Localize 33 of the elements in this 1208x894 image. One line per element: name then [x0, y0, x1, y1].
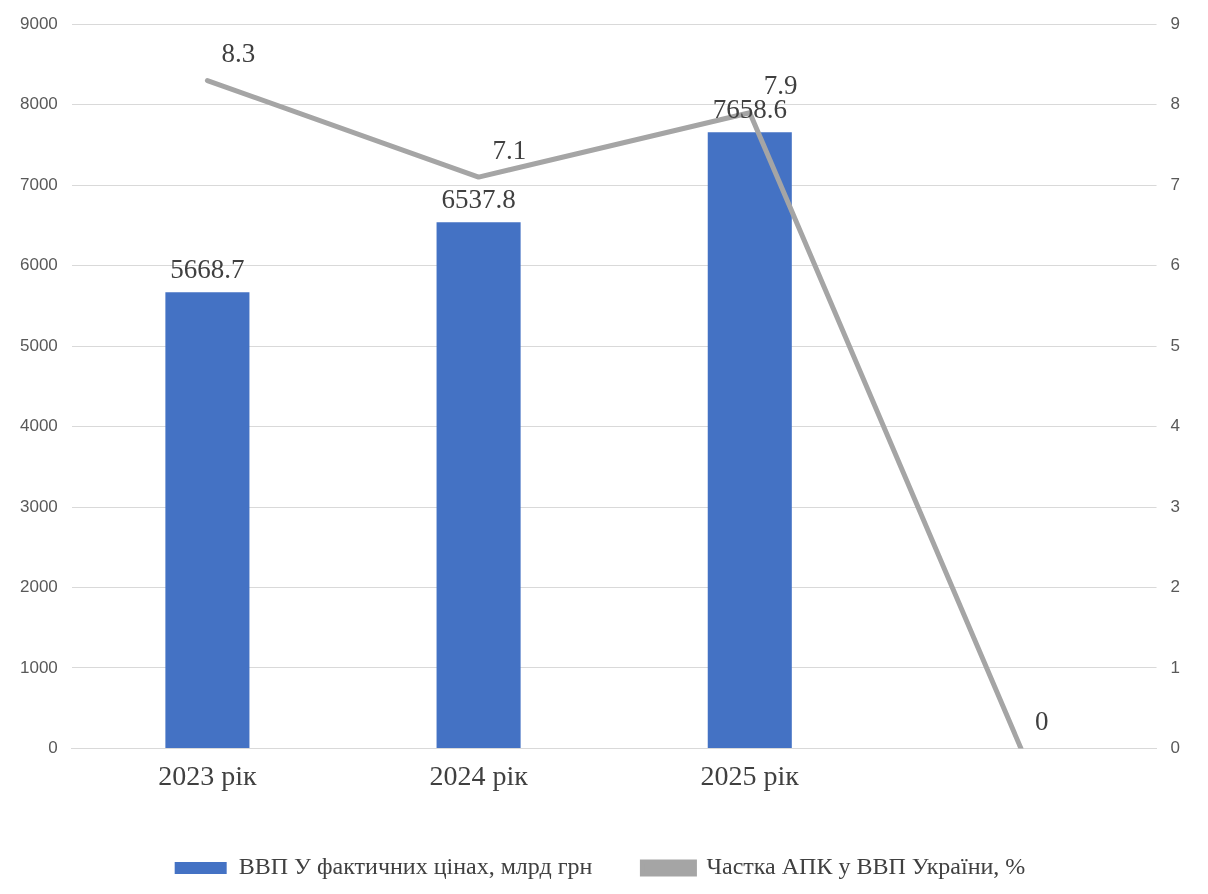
y-tick-label: 2000 [19, 577, 58, 597]
y-tick-label: 1000 [19, 657, 58, 677]
y2-tick-label: 8 [1170, 94, 1181, 114]
y-tick-label: 8000 [19, 94, 58, 114]
y2-tick-label: 1 [1170, 657, 1181, 677]
y-tick-label: 4000 [19, 416, 58, 436]
x-tick-label: 2024 рік [429, 759, 529, 791]
data-label: 0 [1034, 705, 1049, 736]
bar [707, 132, 792, 748]
y2-tick-label: 9 [1170, 13, 1181, 33]
y2-tick-label: 3 [1170, 496, 1181, 516]
bar [165, 292, 250, 748]
bar [436, 222, 521, 748]
y-tick-label: 0 [48, 738, 58, 758]
data-label: 5668.7 [170, 253, 245, 284]
y2-tick-label: 4 [1170, 416, 1181, 436]
y2-tick-label: 2 [1170, 577, 1181, 597]
y2-tick-label: 7 [1170, 174, 1181, 194]
y2-tick-label: 5 [1170, 335, 1181, 355]
y2-tick-label: 6 [1170, 255, 1181, 275]
legend-label: Частка АПК у ВВП України, % [706, 853, 1026, 880]
x-tick-label: 2025 рік [700, 759, 800, 791]
y-tick-label: 7000 [19, 174, 58, 194]
y-tick-label: 9000 [19, 13, 58, 33]
y-tick-label: 5000 [19, 335, 58, 355]
data-label: 8.3 [221, 38, 256, 69]
x-tick-label: 2023 рік [158, 759, 257, 791]
y-tick-label: 6000 [19, 255, 58, 275]
legend-label: ВВП У фактичних цінах, млрд грн [238, 853, 593, 880]
y-tick-label: 3000 [19, 496, 58, 516]
y2-tick-label: 0 [1170, 738, 1181, 758]
data-label: 7.1 [492, 134, 527, 165]
data-label: 6537.8 [441, 183, 516, 214]
